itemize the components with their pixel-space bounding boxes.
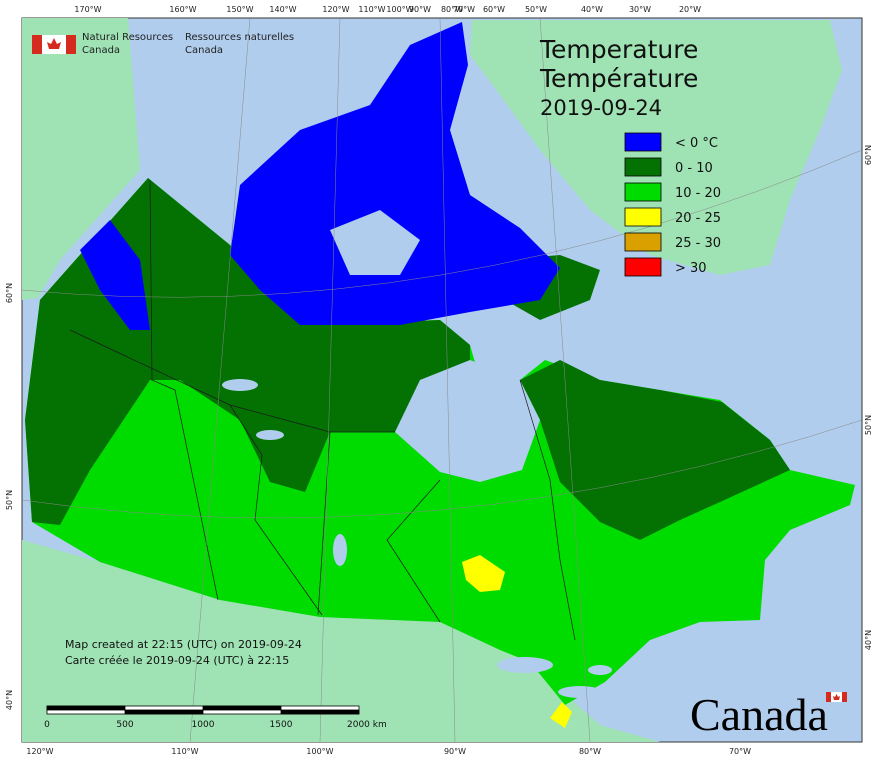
bottom-graticule-label: 100°W xyxy=(306,747,333,756)
region-20-25 xyxy=(462,555,505,592)
right-graticule-label: 40°N xyxy=(864,630,873,650)
region-0-10-east xyxy=(520,360,790,540)
neighbours xyxy=(22,18,842,742)
bottom-graticule-label: 110°W xyxy=(171,747,198,756)
dept-en-2: Canada xyxy=(82,45,120,56)
canada xyxy=(25,22,855,728)
scale-bar xyxy=(46,705,360,715)
top-graticule-label: 30°W xyxy=(629,5,651,14)
bottom-graticule-label: 90°W xyxy=(444,747,466,756)
bottom-graticule-label: 70°W xyxy=(729,747,751,756)
top-graticule-label: 140°W xyxy=(269,5,296,14)
legend-swatch xyxy=(624,232,662,252)
legend-swatch xyxy=(624,207,662,227)
dept-fr-2: Canada xyxy=(185,45,223,56)
nrcan-logo xyxy=(32,35,76,54)
region-below-0 xyxy=(230,22,560,325)
right-graticule-label: 50°N xyxy=(864,415,873,435)
legend-label: < 0 °C xyxy=(675,136,718,151)
legend-swatch xyxy=(624,157,662,177)
legend-label: 10 - 20 xyxy=(675,186,721,201)
scale-label: 500 xyxy=(116,720,133,730)
title-date: 2019-09-24 xyxy=(540,96,662,120)
scale-label: 1500 xyxy=(270,720,293,730)
left-graticule-label: 40°N xyxy=(5,690,14,710)
top-graticule-label: 170°W xyxy=(74,5,101,14)
note-fr: Carte créée le 2019-09-24 (UTC) à 22:15 xyxy=(65,654,289,667)
top-graticule-label: 20°W xyxy=(679,5,701,14)
legend-swatch xyxy=(624,182,662,202)
alaska xyxy=(22,18,140,300)
bottom-graticule-label: 120°W xyxy=(26,747,53,756)
wordmark-flag xyxy=(826,692,847,702)
lakes xyxy=(222,379,612,698)
dept-en-1: Natural Resources xyxy=(82,32,173,43)
channel xyxy=(330,210,420,275)
left-graticule-label: 50°N xyxy=(5,490,14,510)
graticule xyxy=(21,17,863,743)
top-graticule-label: 110°W xyxy=(358,5,385,14)
note-en: Map created at 22:15 (UTC) on 2019-09-24 xyxy=(65,638,302,651)
bottom-graticule-label: 80°W xyxy=(579,747,601,756)
top-graticule-label: 150°W xyxy=(226,5,253,14)
wordmark: Canada xyxy=(690,689,828,740)
right-graticule-label: 60°N xyxy=(864,145,873,165)
scale-label: 1000 xyxy=(192,720,215,730)
scale-label: 2000 km xyxy=(347,720,387,730)
title-en: Temperature xyxy=(539,35,698,64)
scale-label: 0 xyxy=(44,720,50,730)
dept-fr-1: Ressources naturelles xyxy=(185,32,294,43)
top-graticule-label: 160°W xyxy=(169,5,196,14)
top-graticule-label: 120°W xyxy=(322,5,349,14)
graticule-labels: 170°W 160°W 150°W 140°W 120°W 110°W 100°W90°W 8… xyxy=(5,5,873,756)
scale-labels: 0 500 1000 1500 2000 km xyxy=(44,720,387,730)
top-graticule-label: 90°W xyxy=(409,5,431,14)
top-graticule-label: 40°W xyxy=(581,5,603,14)
region-below-0-rockies xyxy=(80,220,150,330)
hudson-bay xyxy=(395,360,540,482)
top-graticule-label: 100°W xyxy=(386,5,413,14)
legend: < 0 °C 0 - 10 10 - 20 20 - 25 25 - 30 > 30 xyxy=(624,132,721,277)
left-graticule-label: 60°N xyxy=(5,283,14,303)
legend-swatch xyxy=(624,132,662,152)
legend-label: 0 - 10 xyxy=(675,161,713,176)
boundaries xyxy=(69,179,576,641)
top-graticule-label: 50°W xyxy=(525,5,547,14)
legend-label: 25 - 30 xyxy=(675,236,721,251)
top-graticule-label: 70°W xyxy=(453,5,475,14)
region-20-25-south xyxy=(550,702,572,728)
top-graticule-label: 60°W xyxy=(483,5,505,14)
title-fr: Température xyxy=(539,64,698,93)
legend-label: 20 - 25 xyxy=(675,211,721,226)
legend-swatch xyxy=(624,257,662,277)
legend-label: > 30 xyxy=(675,261,707,276)
united-states xyxy=(22,540,660,742)
top-graticule-label: 80°W xyxy=(441,5,463,14)
